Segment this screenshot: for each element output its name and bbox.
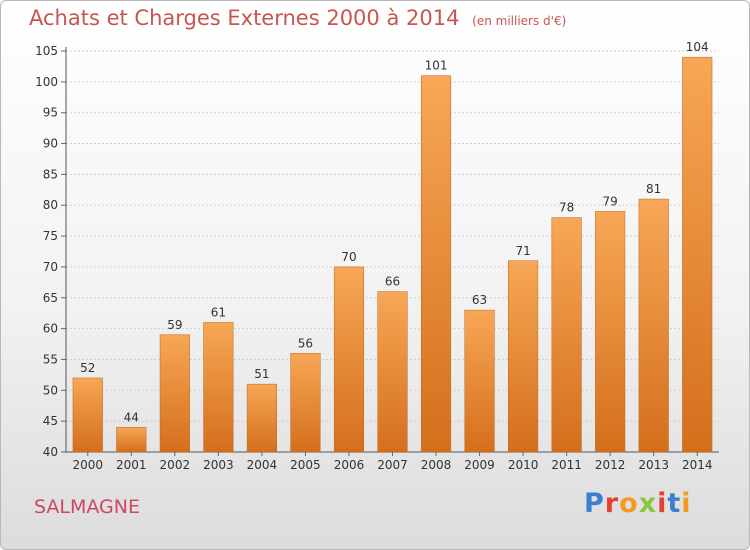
- x-tick-label: 2003: [203, 458, 234, 472]
- logo-letter: i: [657, 488, 668, 519]
- y-tick-label: 40: [43, 445, 58, 459]
- y-tick-label: 90: [43, 137, 58, 151]
- labels: 40 45 50 55 60 65 70 75 80 85 90 95 100 105 52 2000 44 20…: [35, 40, 712, 472]
- x-tick-label: 2005: [290, 458, 321, 472]
- data-label: 78: [559, 201, 574, 215]
- bar-2009: [464, 309, 495, 453]
- bar-2001: [116, 427, 147, 453]
- x-tick-label: 2007: [377, 458, 408, 472]
- bar-2006: [333, 266, 365, 453]
- x-tick-label: 2002: [160, 458, 191, 472]
- chart-title-unit: (en milliers d'€): [472, 14, 567, 28]
- data-label: 104: [686, 40, 709, 54]
- x-tick-label: 2010: [508, 458, 539, 472]
- x-tick-label: 2013: [638, 458, 669, 472]
- data-label: 56: [298, 336, 313, 350]
- chart-title: Achats et Charges Externes 2000 à 2014 (…: [29, 6, 566, 30]
- y-tick-label: 95: [43, 106, 58, 120]
- proxiti-logo: Proxiti: [584, 488, 692, 519]
- y-tick-label: 100: [35, 75, 58, 89]
- data-label: 59: [167, 318, 182, 332]
- x-tick-label: 2006: [334, 458, 365, 472]
- bar-2000: [72, 377, 103, 453]
- bar-2011: [551, 217, 582, 453]
- data-label: 66: [385, 275, 400, 289]
- bar-2007: [377, 291, 408, 453]
- x-tick-label: 2001: [116, 458, 147, 472]
- data-label: 101: [425, 59, 448, 73]
- data-label: 44: [124, 410, 139, 424]
- data-label: 79: [603, 194, 618, 208]
- x-tick-label: 2009: [464, 458, 495, 472]
- bar-2013: [638, 198, 669, 453]
- bar-2010: [508, 260, 539, 453]
- data-label: 70: [341, 250, 356, 264]
- y-tick-label: 55: [43, 352, 58, 366]
- x-tick-label: 2000: [72, 458, 103, 472]
- x-tick-label: 2008: [421, 458, 452, 472]
- y-tick-label: 65: [43, 291, 58, 305]
- y-tick-label: 75: [43, 229, 58, 243]
- logo-letter: o: [619, 488, 639, 519]
- bar-2002: [159, 334, 190, 453]
- y-tick-label: 60: [43, 322, 58, 336]
- logo-letter: r: [604, 488, 620, 519]
- x-tick-label: 2004: [247, 458, 278, 472]
- bars: [72, 56, 713, 453]
- commune-name: SALMAGNE: [34, 496, 140, 518]
- logo-letter: x: [638, 488, 658, 519]
- logo-letter: P: [584, 488, 605, 519]
- bar-2008: [420, 75, 452, 453]
- bar-2003: [203, 322, 234, 453]
- y-tick-label: 85: [43, 167, 58, 181]
- data-label: 51: [254, 367, 269, 381]
- bar-2004: [246, 383, 277, 453]
- y-tick-label: 50: [43, 383, 58, 397]
- y-tick-label: 45: [43, 414, 58, 428]
- data-label: 81: [646, 182, 661, 196]
- y-tick-label: 105: [35, 44, 58, 58]
- x-tick-label: 2014: [682, 458, 713, 472]
- x-tick-label: 2011: [551, 458, 582, 472]
- logo-letter: t: [667, 488, 682, 519]
- chart-title-text: Achats et Charges Externes 2000 à 2014: [29, 6, 460, 30]
- bar-2005: [290, 353, 321, 453]
- bar-2012: [595, 211, 626, 453]
- bar-2014: [682, 56, 713, 453]
- data-label: 52: [80, 361, 95, 375]
- data-label: 61: [211, 305, 226, 319]
- data-label: 71: [515, 244, 530, 258]
- data-label: 63: [472, 293, 487, 307]
- y-tick-label: 80: [43, 198, 58, 212]
- x-tick-label: 2012: [595, 458, 626, 472]
- logo-letter: i: [681, 488, 692, 519]
- y-tick-label: 70: [43, 260, 58, 274]
